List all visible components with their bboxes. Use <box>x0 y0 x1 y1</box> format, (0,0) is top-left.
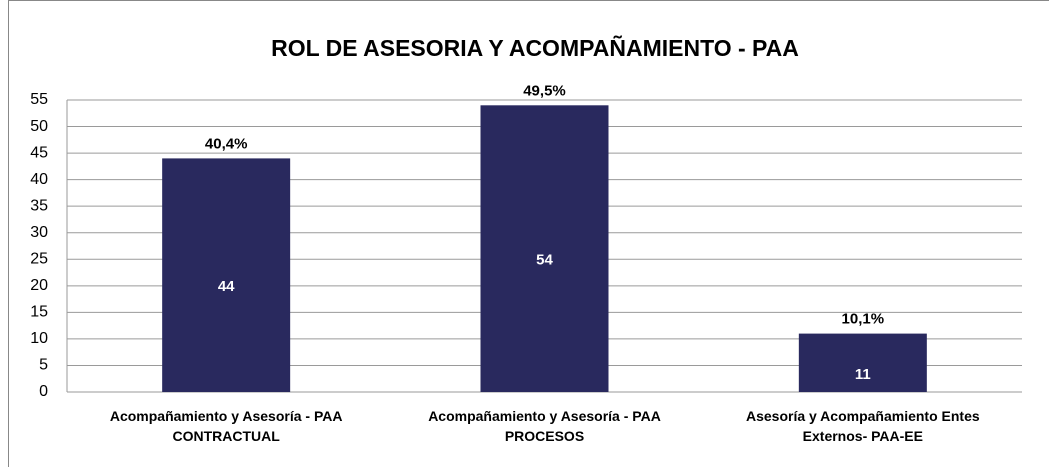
y-tick-label: 5 <box>39 357 48 374</box>
y-tick-label: 20 <box>30 277 48 294</box>
y-tick-label: 10 <box>30 330 48 347</box>
y-tick-label: 40 <box>30 171 48 188</box>
y-tick-label: 0 <box>39 383 48 400</box>
chart-title: ROL DE ASESORIA Y ACOMPAÑAMIENTO - PAA <box>271 34 799 61</box>
bar <box>162 158 291 392</box>
bar <box>798 333 927 392</box>
value-label: 54 <box>536 252 553 269</box>
y-tick-label: 25 <box>30 250 48 267</box>
value-label: 11 <box>855 366 871 383</box>
y-tick-label: 45 <box>30 144 48 161</box>
y-tick-label: 15 <box>30 304 48 321</box>
y-tick-label: 30 <box>30 224 48 241</box>
percent-label: 49,5% <box>523 82 566 99</box>
y-tick-label: 35 <box>30 197 48 214</box>
x-tick-label: Acompañamiento y Asesoría - PAA CONTRACT… <box>109 408 343 444</box>
y-tick-label: 55 <box>30 91 48 108</box>
percent-label: 40,4% <box>205 135 248 152</box>
value-label: 44 <box>218 278 235 295</box>
x-tick-label: Acompañamiento y Asesoría - PAA PROCESOS <box>428 408 661 444</box>
x-tick-label: Asesoría y Acompañamiento Entes Externos… <box>745 408 980 444</box>
bar <box>480 105 609 393</box>
percent-label: 10,1% <box>842 311 885 328</box>
y-tick-label: 50 <box>30 118 48 135</box>
